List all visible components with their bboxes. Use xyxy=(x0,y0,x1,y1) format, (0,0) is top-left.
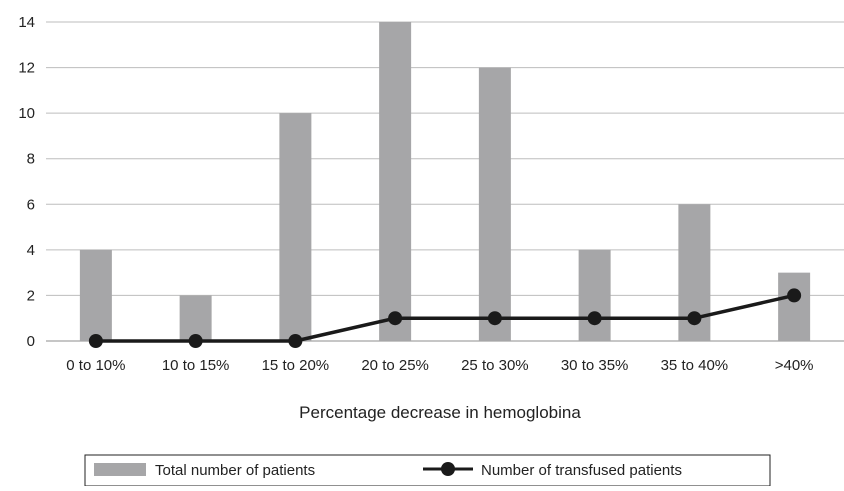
x-tick-label: >40% xyxy=(775,357,814,374)
y-tick-label: 6 xyxy=(27,196,35,213)
bar xyxy=(279,113,312,342)
y-tick-label: 12 xyxy=(18,60,35,77)
legend-swatch-bars xyxy=(94,463,146,476)
x-tick-label: 25 to 30% xyxy=(461,357,529,374)
y-tick-label: 10 xyxy=(18,105,35,122)
line-point xyxy=(487,311,502,326)
line-point xyxy=(787,288,802,303)
x-tick-label: 20 to 25% xyxy=(361,357,429,374)
bar-series xyxy=(79,22,811,342)
gridlines xyxy=(46,21,844,342)
y-tick-label: 4 xyxy=(27,242,35,259)
bar xyxy=(79,249,112,341)
line-point xyxy=(388,311,403,326)
bar xyxy=(478,67,511,342)
legend-swatch-marker xyxy=(441,462,455,476)
legend-label-line: Number of transfused patients xyxy=(481,462,682,479)
x-tick-label: 0 to 10% xyxy=(66,357,125,374)
x-tick-label: 35 to 40% xyxy=(661,357,729,374)
x-tick-label: 30 to 35% xyxy=(561,357,629,374)
line-series xyxy=(88,288,802,348)
x-axis-title: Percentage decrease in hemoglobina xyxy=(299,403,581,422)
line-point xyxy=(188,334,203,348)
line-point xyxy=(288,334,303,348)
y-tick-label: 2 xyxy=(27,287,35,304)
y-tick-label: 0 xyxy=(27,333,35,350)
y-axis-ticks: 0 2 4 6 8 10 12 14 xyxy=(18,14,35,350)
bar xyxy=(578,249,611,341)
y-tick-label: 8 xyxy=(27,151,35,168)
line-point xyxy=(687,311,702,326)
legend-label-bars: Total number of patients xyxy=(155,462,315,479)
line-point xyxy=(587,311,602,326)
bar xyxy=(379,22,412,341)
x-tick-label: 10 to 15% xyxy=(162,357,230,374)
x-tick-label: 15 to 20% xyxy=(262,357,330,374)
bar xyxy=(778,272,811,341)
series-line xyxy=(95,293,795,343)
x-axis-ticks: 0 to 10% 10 to 15% 15 to 20% 20 to 25% 25 to… xyxy=(66,357,813,374)
bar xyxy=(179,295,212,341)
legend: Total number of patients Number of trans… xyxy=(84,454,771,487)
y-tick-label: 14 xyxy=(18,14,35,31)
line-point xyxy=(88,334,103,348)
